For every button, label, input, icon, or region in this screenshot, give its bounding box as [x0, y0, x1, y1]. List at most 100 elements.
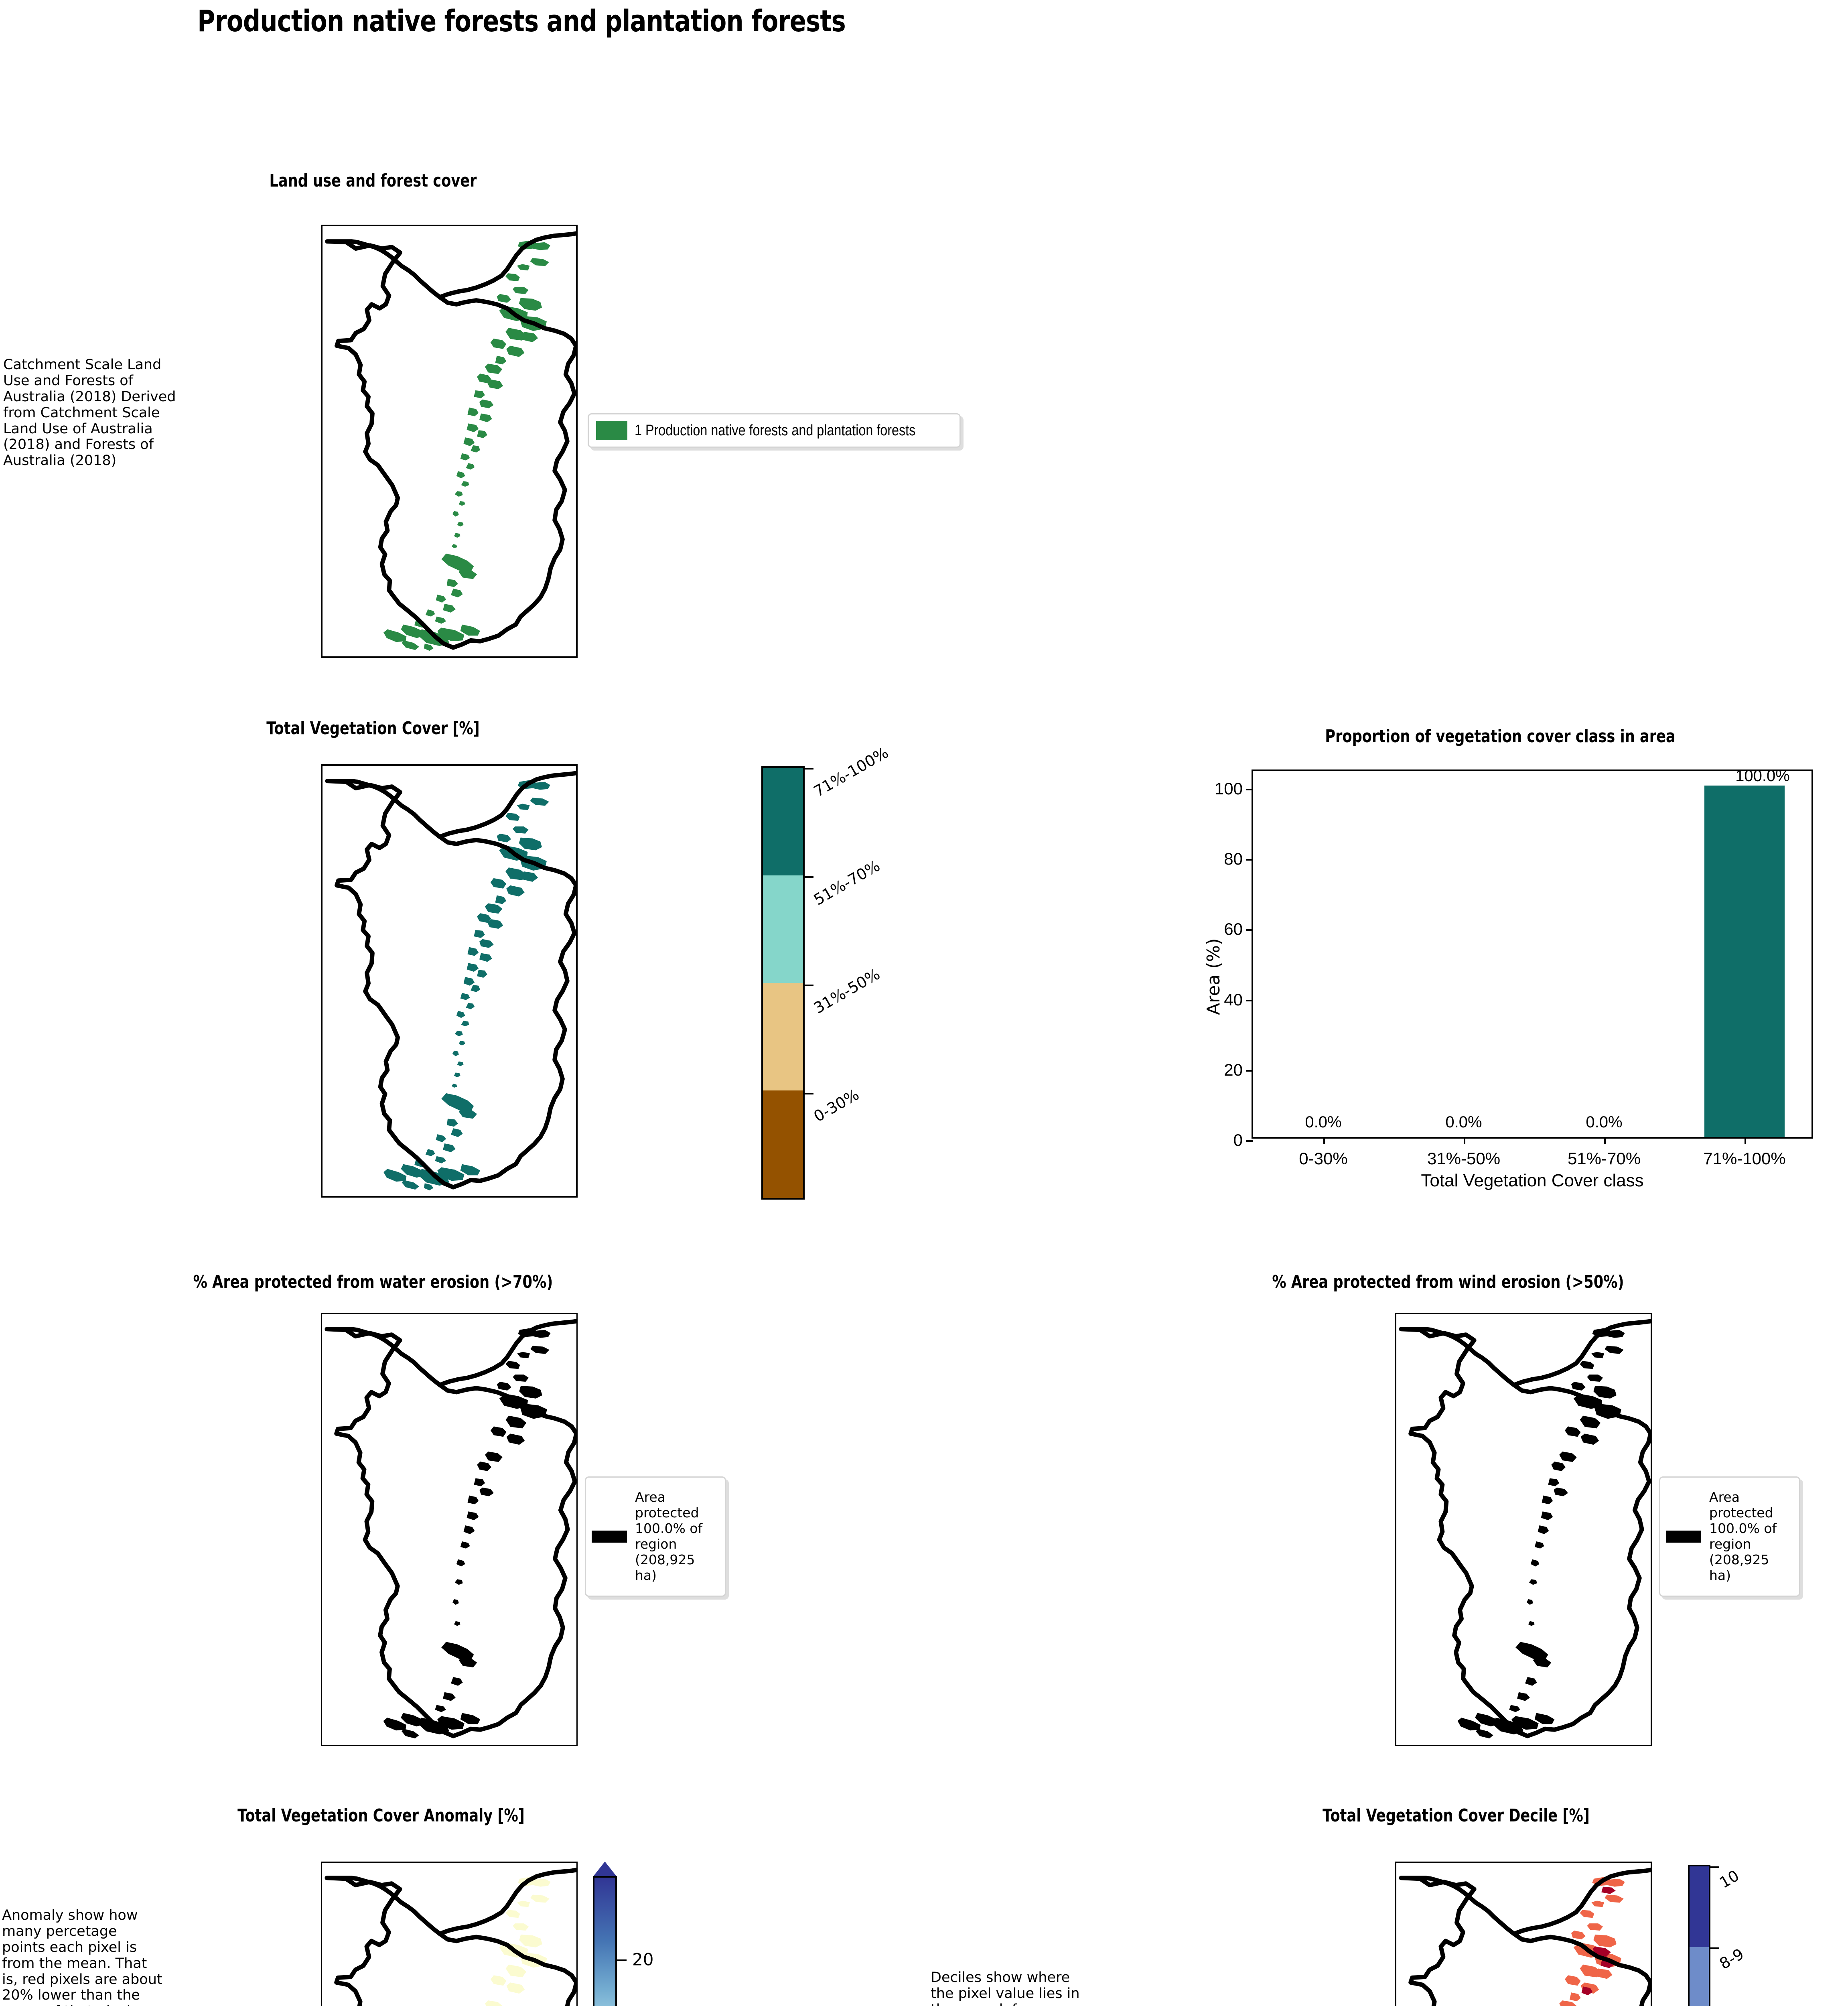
bar-chart-ytick [1246, 929, 1253, 931]
decile-panel-title: Total Vegetation Cover Decile [%] [1323, 1805, 1590, 1826]
bar-chart-ytick [1246, 999, 1253, 1001]
bar-value-label-71-100: 100.0% [1735, 767, 1790, 785]
colorbar-label-0-30: 0-30% [811, 1085, 862, 1126]
decile-map[interactable] [1395, 1862, 1652, 2006]
bar-chart-ytick-label: 0 [1233, 1131, 1243, 1149]
wind-erosion-map-graphic [1399, 1319, 1651, 1739]
anomaly-colorbar[interactable]: 20 10 0 −10 −20 [593, 1862, 653, 2006]
anomaly-colorbar-tick [617, 1959, 627, 1961]
page-title: Production native forests and plantation… [197, 4, 846, 39]
map-ytick [321, 1137, 323, 1139]
water-erosion-map-graphic [325, 1319, 576, 1739]
map-ytick [321, 904, 323, 906]
bar-chart-xtick-label: 31%-50% [1427, 1149, 1501, 1168]
colorbar-tick [803, 876, 813, 878]
decile-colorbar-label-8-9: 8-9 [1716, 1945, 1747, 1973]
bar-chart-xtick [1604, 1137, 1606, 1144]
map-xtick [354, 656, 355, 658]
map-ytick [321, 481, 323, 483]
anomaly-note: Anomaly show how many percetage points e… [2, 1907, 162, 2006]
bar-chart-ytick-label: 100 [1214, 779, 1243, 798]
bar-value-label-31-50: 0.0% [1445, 1113, 1482, 1131]
bar-71-100[interactable] [1704, 785, 1785, 1137]
colorbar-tick [803, 985, 813, 986]
bar-chart-xtick [1745, 1137, 1746, 1144]
map-ytick [321, 597, 323, 599]
land-use-legend[interactable]: 1 Production native forests and plantati… [588, 413, 961, 448]
water-erosion-panel-title: % Area protected from water erosion (>70… [193, 1272, 553, 1292]
map-xtick [469, 656, 471, 658]
colorbar-segment-51-70 [763, 875, 803, 983]
colorbar-label-31-50: 31%-50% [811, 965, 883, 1017]
colorbar-label-71-100: 71%-100% [811, 743, 892, 801]
bar-chart-xtick-label: 51%-70% [1567, 1149, 1641, 1168]
anomaly-colorbar-gradient [593, 1876, 617, 2006]
bar-chart-ytick [1246, 859, 1253, 861]
wind-erosion-panel-title: % Area protected from wind erosion (>50%… [1272, 1272, 1624, 1292]
colorbar-tick [803, 1093, 813, 1094]
bar-chart-ytick [1246, 1140, 1253, 1142]
bar-chart-plot-area: 0 20 40 60 80 100 0-30% 31%-50% 51%-70% … [1215, 767, 1813, 1168]
map-ytick [321, 250, 323, 252]
proportion-bar-chart: Proportion of vegetation cover class in … [1163, 722, 1837, 1244]
land-use-panel-title: Land use and forest cover [269, 171, 477, 191]
veg-cover-map-graphic [325, 771, 576, 1191]
map-ytick [321, 962, 323, 964]
map-xtick [354, 1196, 355, 1198]
land-use-map[interactable] [321, 225, 578, 658]
colorbar-segment-31-50 [763, 983, 803, 1090]
colorbar-tick [803, 768, 813, 770]
map-ytick [321, 307, 323, 308]
water-erosion-legend-label: Area protected 100.0% of region (208,925… [635, 1489, 703, 1583]
anomaly-colorbar-label-20: 20 [632, 1949, 654, 1969]
wind-erosion-legend-label: Area protected 100.0% of region (208,925… [1709, 1489, 1777, 1583]
decile-colorbar-segment-10 [1690, 1866, 1709, 1947]
map-ytick [321, 1079, 323, 1080]
bar-chart-ytick-label: 80 [1224, 849, 1243, 868]
bar-chart-y-axis-label: Area (%) [1203, 938, 1224, 1015]
bar-chart-ytick-label: 40 [1224, 990, 1243, 1009]
map-ytick [321, 846, 323, 848]
bar-value-label-51-70: 0.0% [1586, 1113, 1623, 1131]
colorbar-label-51-70: 51%-70% [811, 857, 883, 909]
water-erosion-map[interactable] [321, 1313, 578, 1746]
water-erosion-legend-swatch [592, 1531, 627, 1543]
wind-erosion-map[interactable] [1395, 1313, 1652, 1746]
bar-chart-ytick [1246, 1070, 1253, 1072]
decile-colorbar[interactable]: 10 8-9 4-7 2-3 1 [1688, 1865, 1747, 2006]
bar-chart-title: Proportion of vegetation cover class in … [1325, 726, 1676, 747]
veg-cover-panel-title: Total Vegetation Cover [%] [266, 718, 480, 739]
land-use-source-note: Catchment Scale Land Use and Forests of … [3, 357, 176, 469]
map-ytick [321, 539, 323, 541]
bar-chart-xtick [1464, 1137, 1465, 1144]
map-xtick [469, 1196, 471, 1198]
map-ytick [321, 790, 323, 792]
veg-cover-colorbar[interactable]: 71%-100% 51%-70% 31%-50% 0-30% [761, 744, 891, 1200]
anomaly-panel-title: Total Vegetation Cover Anomaly [%] [237, 1805, 525, 1826]
decile-note: Deciles show where the pixel value lies … [931, 1969, 1080, 2006]
decile-colorbar-tick [1709, 1947, 1719, 1949]
bar-chart-xtick [1323, 1137, 1325, 1144]
veg-cover-map[interactable] [321, 764, 578, 1198]
decile-colorbar-segment-8-9 [1690, 1947, 1709, 2006]
anomaly-colorbar-arrow-top [593, 1862, 617, 1877]
land-use-legend-swatch [596, 421, 627, 440]
bar-chart-xtick-label: 0-30% [1299, 1149, 1348, 1168]
bar-chart-ytick-label: 20 [1224, 1060, 1243, 1079]
land-use-legend-label: 1 Production native forests and plantati… [635, 422, 916, 439]
bar-chart-ytick-label: 60 [1224, 920, 1243, 939]
decile-colorbar-tick [1709, 1866, 1719, 1868]
decile-map-graphic [1399, 1868, 1651, 2006]
wind-erosion-legend-swatch [1666, 1531, 1701, 1543]
colorbar-segment-0-30 [763, 1090, 803, 1198]
anomaly-map-graphic [325, 1868, 576, 2006]
wind-erosion-legend[interactable]: Area protected 100.0% of region (208,925… [1659, 1476, 1800, 1597]
map-ytick [321, 1021, 323, 1022]
land-use-map-graphic [325, 231, 576, 651]
water-erosion-legend[interactable]: Area protected 100.0% of region (208,925… [585, 1476, 726, 1597]
bar-chart-xtick-label: 71%-100% [1703, 1149, 1786, 1168]
bar-value-label-0-30: 0.0% [1305, 1113, 1342, 1131]
decile-colorbar-label-10: 10 [1716, 1866, 1742, 1892]
anomaly-map[interactable] [321, 1862, 578, 2006]
map-ytick [321, 423, 323, 424]
